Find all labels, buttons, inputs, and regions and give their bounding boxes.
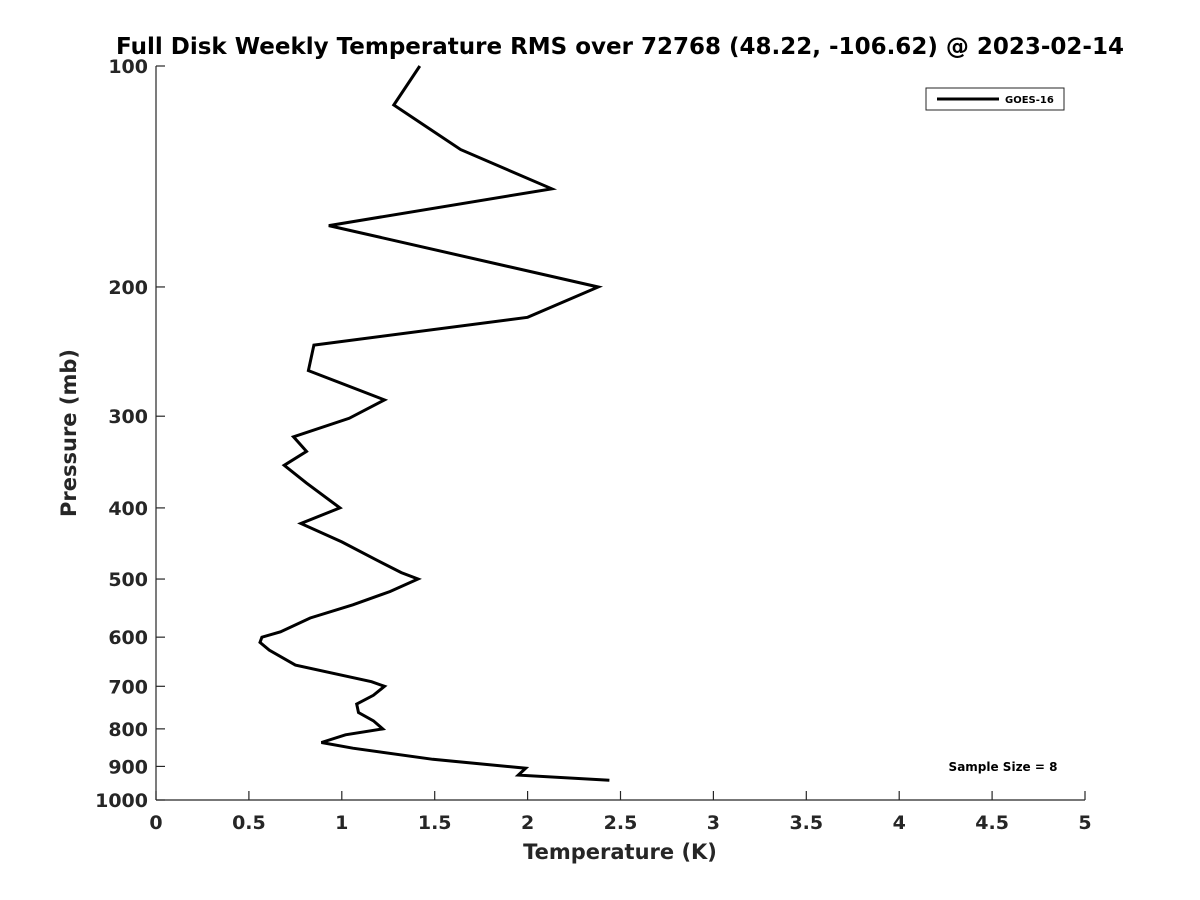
x-tick-label: 5 [1078, 812, 1091, 834]
x-tick-label: 4 [893, 812, 906, 834]
y-tick-label: 1000 [95, 790, 148, 812]
x-tick-label: 0.5 [232, 812, 266, 834]
x-tick-label: 2.5 [604, 812, 638, 834]
legend: GOES-16 [925, 87, 1065, 111]
legend-label: GOES-16 [1005, 95, 1054, 106]
sample-size-annotation: Sample Size = 8 [949, 760, 1058, 774]
y-tick-label: 800 [108, 719, 148, 741]
x-tick-label: 4.5 [975, 812, 1009, 834]
y-tick-label: 700 [108, 676, 148, 698]
x-tick-label: 3.5 [789, 812, 823, 834]
x-axis-label: Temperature (K) [523, 840, 717, 864]
x-tick-label: 3 [707, 812, 720, 834]
y-ticks: 100 200 300 400 500 600 700 800 900 1000 [95, 56, 165, 812]
y-tick-label: 500 [108, 569, 148, 591]
y-tick-label: 600 [108, 627, 148, 649]
y-tick-label: 900 [108, 756, 148, 778]
y-tick-label: 300 [108, 406, 148, 428]
y-tick-label: 400 [108, 498, 148, 520]
series-group [258, 65, 610, 782]
chart-title: Full Disk Weekly Temperature RMS over 72… [116, 34, 1124, 60]
x-tick-label: 0 [149, 812, 162, 834]
y-tick-label: 100 [108, 56, 148, 78]
x-tick-label: 2 [521, 812, 534, 834]
series-line-goes-16 [258, 65, 610, 782]
plot-axes [155, 66, 1085, 801]
x-ticks: 0 0.5 1 1.5 2 2.5 3 3.5 4 4.5 5 [149, 791, 1092, 834]
y-axis-label: Pressure (mb) [57, 349, 81, 517]
x-tick-label: 1.5 [418, 812, 452, 834]
x-tick-label: 1 [335, 812, 348, 834]
y-tick-label: 200 [108, 277, 148, 299]
